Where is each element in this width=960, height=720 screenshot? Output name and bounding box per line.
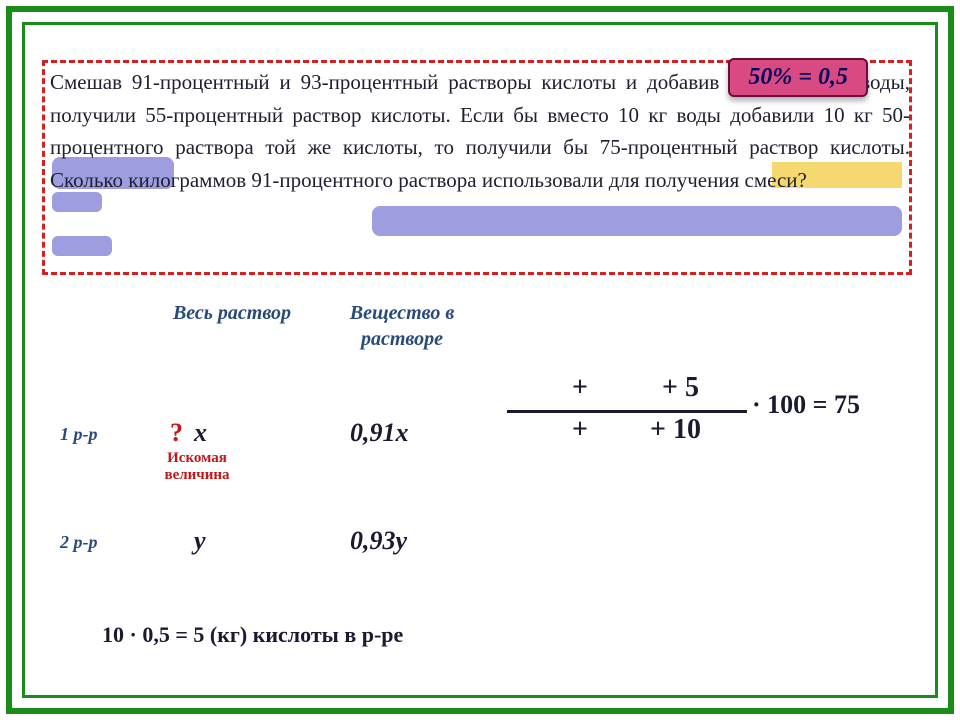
row1-col2: 0,91x [350,418,409,448]
denominator-plus: + [572,414,588,446]
row2-col2: 0,93y [350,526,407,556]
slide-content: 50% = 0,5 Смешав 91-процентный и 93-проц… [32,32,928,688]
row2-col1: y [194,526,206,556]
row1-col1: x [194,418,207,448]
fraction-line [507,410,747,413]
col-head-substance: Вещество в растворе [322,300,482,352]
question-mark: ? [170,418,183,448]
numerator-plus: + [572,372,588,404]
numerator-right: + 5 [662,372,699,404]
highlight-blue-3 [372,206,902,236]
highlight-blue-4 [52,236,112,256]
callout-label: 50% = 0,5 [728,58,868,97]
equation-tail: · 100 = 75 [752,390,860,420]
sought-label: Искомая величина [142,450,252,483]
sub-calculation: 10 · 0,5 = 5 (кг) кислоты в р-ре [102,622,403,648]
row2-label: 2 р-р [60,532,98,553]
row1-label: 1 р-р [60,424,98,445]
denominator-right: + 10 [650,414,701,446]
col-head-solution: Весь раствор [172,300,292,326]
